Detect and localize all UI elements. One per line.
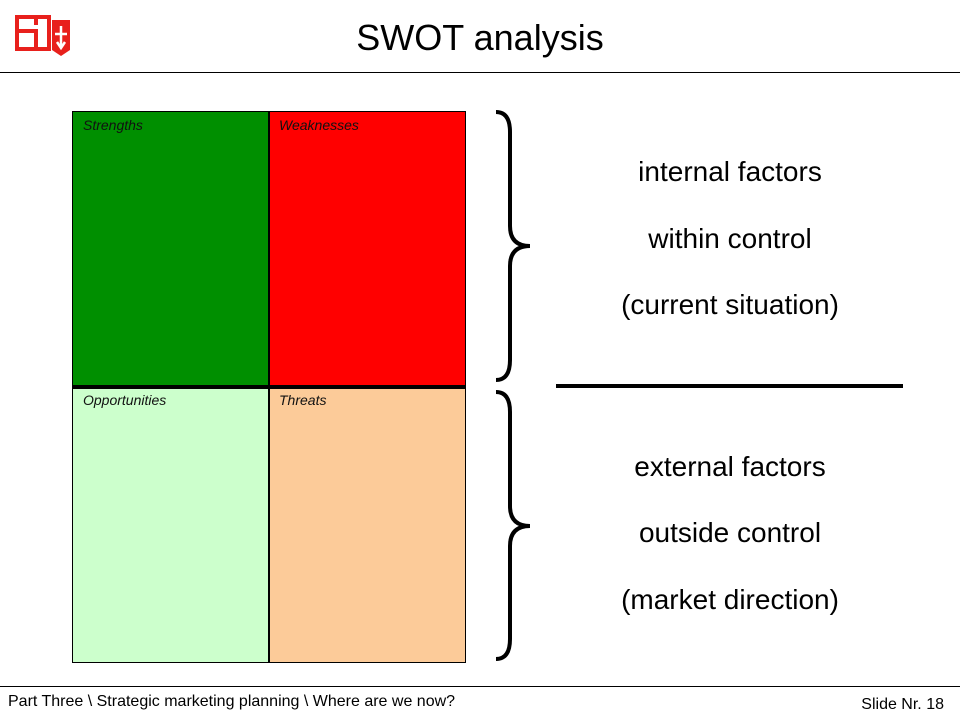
opportunities-label: Opportunities bbox=[83, 392, 167, 408]
outside-control-line: outside control bbox=[638, 517, 822, 548]
within-control-line: within control bbox=[648, 223, 812, 254]
header-divider bbox=[0, 72, 960, 73]
breadcrumb: Part Three \ Strategic marketing plannin… bbox=[8, 693, 456, 710]
slide-number: Slide Nr. 18 bbox=[861, 696, 944, 713]
factor-separator bbox=[556, 384, 903, 388]
footer-divider bbox=[0, 686, 960, 687]
current-situation-line: (current situation) bbox=[621, 289, 839, 320]
strengths-label: Strengths bbox=[83, 117, 143, 133]
threats-label: Threats bbox=[279, 392, 327, 408]
threats-quadrant: Threats bbox=[269, 387, 465, 662]
swot-matrix: Strengths Weaknesses Opportunities Threa… bbox=[72, 111, 466, 663]
page-title: SWOT analysis bbox=[356, 17, 604, 58]
opportunities-quadrant: Opportunities bbox=[73, 387, 269, 662]
internal-factors-line: internal factors bbox=[638, 156, 822, 187]
external-brace-icon bbox=[495, 390, 531, 661]
horizontal-divider bbox=[73, 385, 465, 389]
internal-brace-icon bbox=[495, 110, 531, 382]
logo-icon bbox=[15, 15, 70, 56]
strengths-quadrant: Strengths bbox=[73, 112, 269, 387]
weaknesses-label: Weaknesses bbox=[279, 117, 359, 133]
external-factors-line: external factors bbox=[634, 451, 826, 482]
market-direction-line: (market direction) bbox=[621, 584, 839, 615]
weaknesses-quadrant: Weaknesses bbox=[269, 112, 465, 387]
